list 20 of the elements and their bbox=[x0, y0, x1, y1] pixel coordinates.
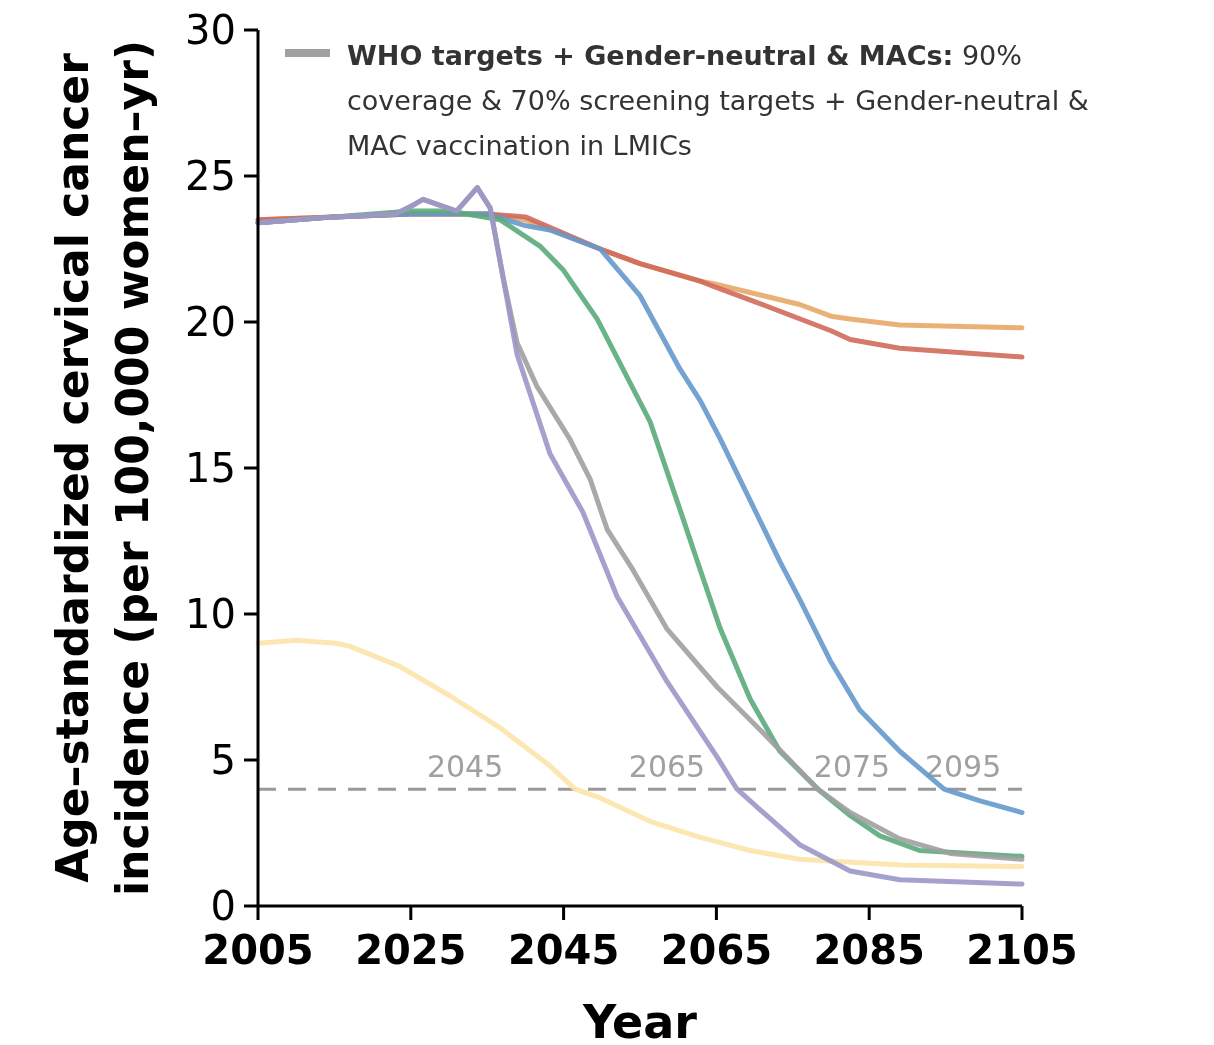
x-tick-label: 2025 bbox=[355, 927, 467, 973]
y-tick-label: 10 bbox=[185, 591, 236, 637]
annotation: 2045 bbox=[426, 749, 504, 785]
x-tick-label: 2065 bbox=[660, 927, 773, 973]
annotation: 2075 bbox=[813, 749, 891, 785]
annotation: 2065 bbox=[628, 749, 706, 785]
y-tick-label: 5 bbox=[210, 737, 236, 783]
x-tick-label: 2005 bbox=[202, 927, 314, 973]
y-tick-label: 0 bbox=[210, 883, 236, 929]
y-tick-label: 30 bbox=[185, 7, 236, 53]
y-tick-label: 15 bbox=[185, 445, 236, 491]
y-axis-title: Age–standardized cervical cancer incidence (per 100,000 women–yr) bbox=[47, 39, 158, 897]
x-axis-title: Year bbox=[581, 995, 698, 1045]
x-tick-label: 2105 bbox=[966, 927, 1078, 973]
x-tick-label: 2085 bbox=[813, 927, 925, 973]
x-tick-label: 2045 bbox=[507, 927, 620, 973]
legend-label: WHO targets + Gender-neutral & MACs: 90% coverage & 70% screening targets + Gender-neutral & MAC vaccination in LMICs bbox=[347, 40, 1089, 161]
y-tick-label: 20 bbox=[185, 299, 236, 345]
y-tick-label: 25 bbox=[185, 153, 236, 199]
annotation: 2095 bbox=[924, 749, 1002, 785]
